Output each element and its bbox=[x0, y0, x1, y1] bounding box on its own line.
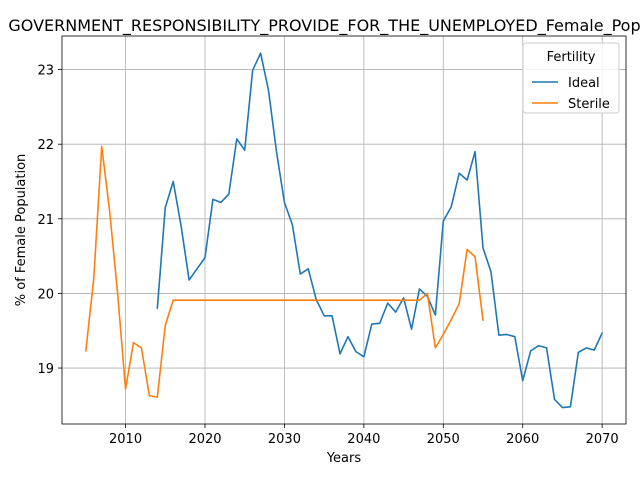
y-tick-label: 23 bbox=[37, 64, 54, 79]
x-tick-label: 2040 bbox=[347, 432, 380, 447]
x-axis-title: Years bbox=[326, 451, 362, 466]
x-tick-label: 2070 bbox=[586, 432, 619, 447]
legend: Fertility Ideal Sterile bbox=[522, 42, 620, 114]
legend-box bbox=[522, 42, 620, 114]
x-tick-label: 2020 bbox=[188, 432, 221, 447]
x-tick-label: 2060 bbox=[506, 432, 539, 447]
y-axis-title: % of Female Population bbox=[14, 154, 29, 307]
series-layer bbox=[85, 52, 603, 409]
x-tick-label: 2050 bbox=[427, 432, 460, 447]
legend-label-sterile: Sterile bbox=[568, 97, 610, 112]
y-axis-ticks: 19 20 21 22 23 bbox=[37, 64, 62, 377]
y-tick-label: 22 bbox=[37, 138, 54, 153]
y-tick-label: 21 bbox=[37, 213, 54, 228]
series-line-ideal bbox=[156, 52, 603, 409]
x-axis-ticks: 2010 2020 2030 2040 2050 2060 2070 bbox=[109, 424, 619, 447]
y-tick-label: 20 bbox=[37, 287, 54, 302]
chart-title: GOVERNMENT_RESPONSIBILITY_PROVIDE_FOR_TH… bbox=[8, 16, 640, 36]
legend-title: Fertility bbox=[547, 50, 596, 65]
plot-area-frame bbox=[61, 35, 627, 425]
x-tick-label: 2010 bbox=[109, 432, 142, 447]
legend-label-ideal: Ideal bbox=[568, 76, 600, 91]
series-line-sterile bbox=[85, 145, 484, 398]
y-tick-label: 19 bbox=[37, 362, 54, 377]
x-tick-label: 2030 bbox=[268, 432, 301, 447]
